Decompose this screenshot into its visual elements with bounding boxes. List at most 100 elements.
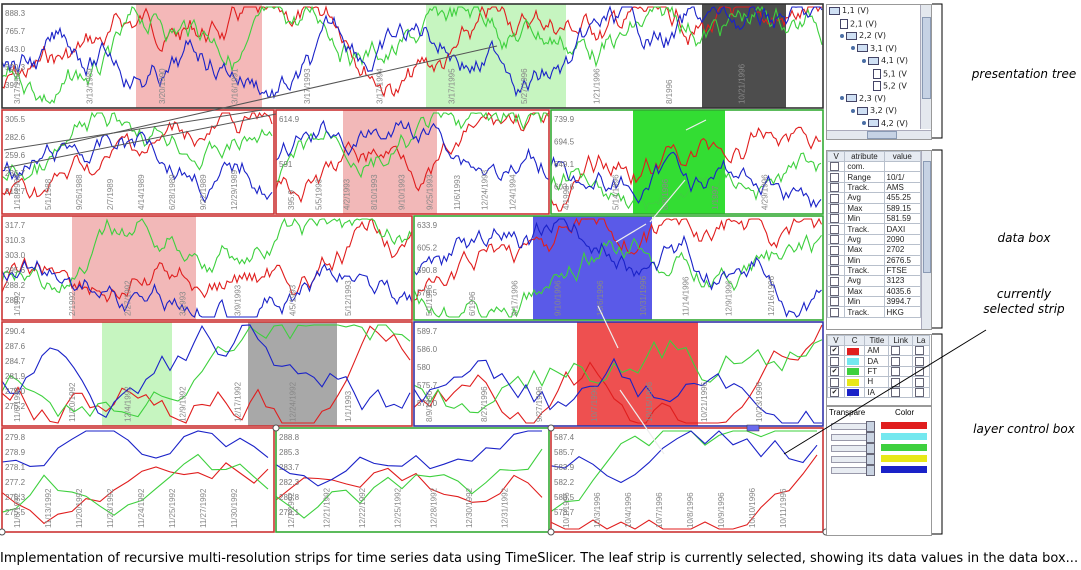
tree-scroll-thumb[interactable] (922, 17, 931, 99)
tree-expander-icon[interactable] (862, 121, 866, 125)
layer-color-swatch[interactable] (846, 389, 859, 397)
highlight-band[interactable] (426, 4, 566, 108)
strip-r5-s2[interactable]: 288.8 285.3 283.7 282.3 280.8 279.112/7/1992 1… (275, 427, 550, 533)
strip-r3-s1[interactable]: 317.7 310.3 303.0 295.6 288.2 280.71/1992 2/19… (1, 215, 413, 321)
layer-col-title[interactable]: Title (864, 335, 890, 346)
strip-r2-s3[interactable]: 739.9 694.5 649.1 603.64/1996 5/14/1996 6/9/1… (550, 109, 824, 215)
strip-r3-s2[interactable]: 633.9 605.2 590.8 576.55/1/1996 6/1996 8/17/1… (413, 215, 824, 321)
tree-expander-icon[interactable] (840, 96, 844, 100)
layer-row[interactable]: ✔ FT (827, 365, 930, 378)
tree-expander-icon[interactable] (851, 46, 855, 50)
data-cell-v[interactable] (827, 264, 846, 277)
layer-color-bar[interactable] (881, 433, 927, 440)
layer-color-bar[interactable] (881, 422, 927, 429)
tree-node[interactable]: 4,2 (V) (862, 119, 908, 128)
data-box-scrollbar[interactable] (921, 151, 931, 329)
data-cell-v[interactable] (827, 285, 846, 298)
layer-transparency-slider[interactable] (831, 443, 875, 454)
layer-row[interactable]: ✔ AM (827, 344, 930, 357)
layer-color-swatch[interactable] (846, 357, 859, 365)
data-row[interactable]: Min 2676.5 (827, 254, 922, 266)
slider-knob[interactable] (866, 432, 875, 443)
tree-node[interactable]: 4,1 (V) (862, 56, 908, 65)
data-visible-checkbox[interactable] (830, 245, 839, 254)
tree-expander-icon[interactable] (862, 58, 866, 63)
data-row[interactable]: Avg 455.25 (827, 192, 922, 204)
data-visible-checkbox[interactable] (830, 256, 839, 265)
tree-horizontal-scrollbar[interactable] (827, 130, 931, 139)
tree-hscroll-thumb[interactable] (867, 131, 897, 139)
strip-r2-s1[interactable]: 305.5 282.6 259.6 236.7 213.71/18/1988 5/1/19… (1, 109, 275, 215)
layer-visible-checkbox[interactable] (830, 356, 839, 366)
layer-color-swatch[interactable] (846, 347, 859, 355)
data-visible-checkbox[interactable] (830, 297, 839, 306)
tree-node[interactable]: 2,3 (V) (840, 94, 886, 103)
strip-resize-handle[interactable] (547, 424, 555, 432)
tree-node[interactable]: 3,1 (V) (851, 44, 897, 53)
layer-visible-checkbox[interactable]: ✔ (830, 388, 839, 397)
layer-link-checkbox[interactable] (891, 346, 901, 355)
data-visible-checkbox[interactable] (830, 276, 839, 286)
strip-resize-handle[interactable] (272, 424, 280, 432)
data-visible-checkbox[interactable] (830, 287, 839, 296)
layer-transparency-slider[interactable] (831, 465, 875, 476)
layer-label-checkbox[interactable] (915, 388, 925, 397)
data-col-attribute[interactable]: atribute (844, 151, 885, 162)
layer-color-bar[interactable] (881, 444, 927, 451)
data-visible-checkbox[interactable] (830, 235, 839, 244)
highlight-band[interactable] (343, 110, 437, 214)
data-row[interactable]: Range 10/1/ (827, 171, 922, 183)
layer-visible-checkbox[interactable]: ✔ (830, 367, 839, 376)
selected-strip-marker[interactable] (746, 424, 760, 432)
data-cell-v[interactable] (827, 202, 846, 214)
layer-color-swatch[interactable] (846, 368, 859, 376)
highlight-band[interactable] (72, 216, 196, 320)
layer-transparency-slider[interactable] (831, 432, 875, 443)
data-cell-v[interactable] (827, 171, 846, 183)
data-visible-checkbox[interactable] (830, 193, 839, 203)
tree-node[interactable]: 5,2 (V (873, 81, 907, 91)
layer-link-checkbox[interactable] (891, 377, 901, 387)
layer-row[interactable]: H (827, 376, 930, 388)
strip-r5-s1[interactable]: 279.8 278.9 278.1 277.2 276.3 275.511/6/1992 1… (1, 427, 275, 533)
tree-node[interactable]: 1,1 (V) (829, 6, 869, 15)
data-box-panel[interactable]: V atribute value com. Range 10/1/Track. AMS… (826, 150, 932, 330)
strip-resize-handle[interactable] (547, 528, 555, 536)
layer-row[interactable]: DA (827, 355, 930, 367)
slider-knob[interactable] (866, 443, 875, 454)
highlight-band[interactable] (102, 322, 172, 426)
layer-col-link[interactable]: Link (888, 335, 914, 346)
layer-color-bar[interactable] (881, 455, 927, 462)
slider-knob[interactable] (866, 454, 875, 465)
layer-transparency-slider[interactable] (831, 421, 875, 432)
data-visible-checkbox[interactable] (830, 183, 839, 192)
layer-visible-checkbox[interactable]: ✔ (830, 346, 839, 355)
layer-label-checkbox[interactable] (915, 367, 925, 376)
data-cell-v[interactable] (827, 212, 846, 225)
layer-link-checkbox[interactable] (891, 356, 901, 366)
data-cell-v[interactable] (827, 223, 846, 235)
layer-label-checkbox[interactable] (915, 346, 925, 355)
layer-row[interactable]: ✔ IA (827, 386, 930, 398)
tree-node[interactable]: 5,1 (V (873, 68, 907, 79)
tree-expander-icon[interactable] (840, 33, 844, 38)
data-col-value[interactable]: value (883, 151, 922, 162)
highlight-band[interactable] (248, 322, 337, 426)
highlight-band[interactable] (533, 216, 652, 320)
data-visible-checkbox[interactable] (830, 162, 839, 171)
data-cell-v[interactable] (827, 244, 846, 256)
tree-expander-icon[interactable] (851, 108, 855, 113)
tree-node[interactable]: 2,2 (V) (840, 31, 886, 40)
data-row[interactable]: Track. DAXI (827, 223, 922, 235)
strip-resize-handle[interactable] (822, 528, 826, 536)
layer-link-checkbox[interactable] (891, 388, 901, 397)
layer-col-c[interactable]: C (843, 335, 866, 346)
data-row[interactable]: Max 2702 (827, 244, 922, 256)
data-row[interactable]: Min 581.59 (827, 212, 922, 225)
data-cell-v[interactable] (827, 233, 846, 246)
layer-label-checkbox[interactable] (915, 377, 925, 387)
tree-node[interactable]: 3,2 (V) (851, 106, 897, 115)
data-row[interactable]: com. (827, 160, 922, 173)
data-row[interactable]: Track. FTSE (827, 264, 922, 277)
